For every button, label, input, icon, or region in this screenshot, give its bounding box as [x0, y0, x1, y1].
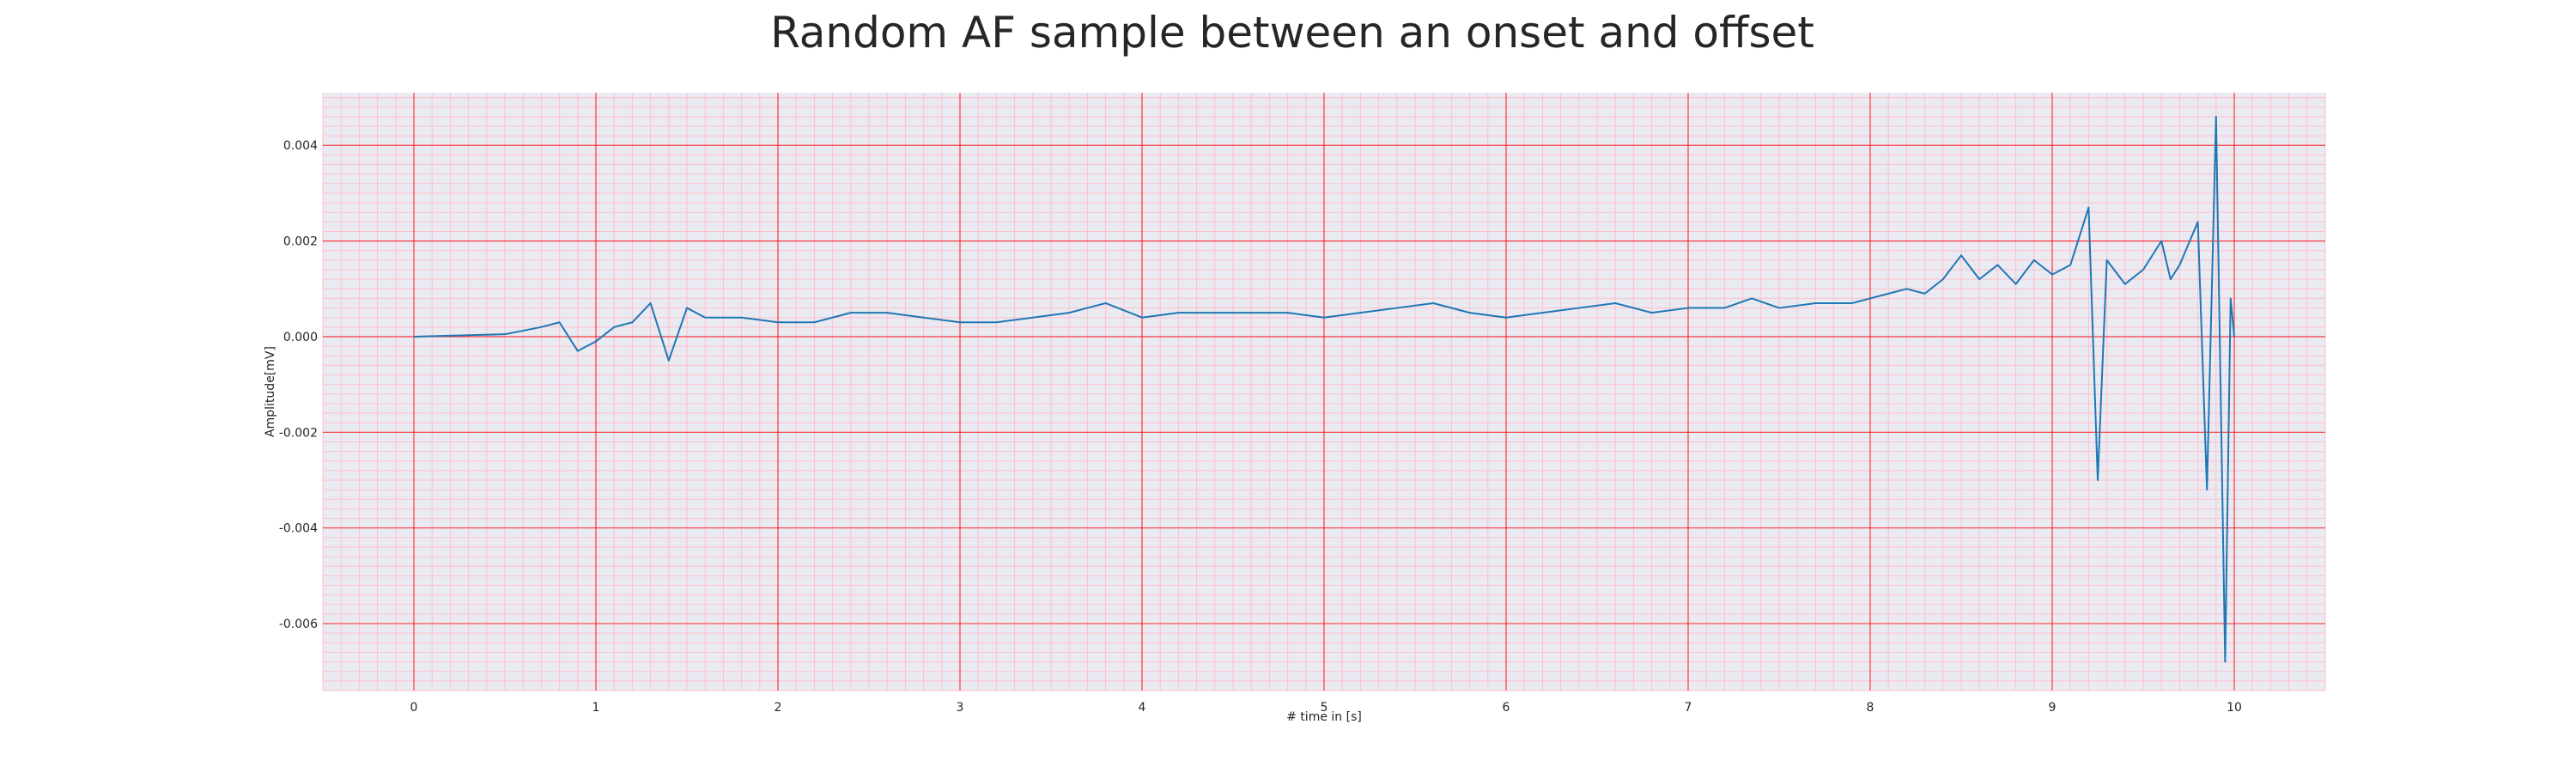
x-axis-label: # time in [s]	[1286, 710, 1362, 724]
x-tick-labels: 0 1 2 3 4 5 6 7 8 9 10	[410, 701, 2242, 715]
x-tick-label: 10	[2227, 701, 2242, 715]
major-grid	[323, 93, 2325, 691]
y-tick-labels: -0.006 -0.004 -0.002 0.000 0.002 0.004	[279, 139, 318, 631]
y-tick-label: -0.004	[279, 522, 318, 536]
y-tick-label: 0.004	[283, 139, 318, 153]
y-axis-label: Amplitude[mV]	[264, 346, 277, 437]
y-tick-label: 0.000	[283, 331, 318, 344]
y-tick-label: 0.002	[283, 235, 318, 249]
chart-title: Random AF sample between an onset and of…	[770, 8, 1814, 58]
x-tick-label: 1	[592, 701, 600, 715]
x-tick-label: 4	[1139, 701, 1146, 715]
series-line	[413, 115, 2235, 663]
x-tick-label: 7	[1685, 701, 1692, 715]
x-tick-label: 9	[2049, 701, 2057, 715]
x-tick-label: 5	[1321, 701, 1328, 715]
y-tick-label: -0.002	[279, 426, 318, 440]
x-tick-label: 6	[1503, 701, 1510, 715]
x-tick-label: 2	[775, 701, 782, 715]
x-tick-label: 0	[410, 701, 418, 715]
x-tick-label: 3	[957, 701, 964, 715]
y-tick-label: -0.006	[279, 618, 318, 631]
series-layer	[413, 115, 2235, 663]
x-tick-label: 8	[1867, 701, 1874, 715]
